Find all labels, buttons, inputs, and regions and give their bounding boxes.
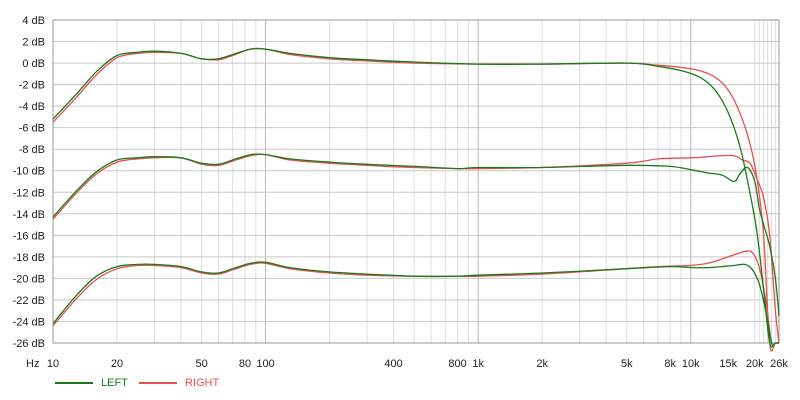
y-tick-label: -6 dB (19, 123, 45, 135)
y-tick-label: -26 dB (13, 338, 45, 350)
y-axis-tick-labels: 4 dB 2 dB 0 dB -2 dB -4 dB -6 dB -8 dB -10 dB -1… (13, 15, 45, 350)
y-tick-label: -16 dB (13, 230, 45, 242)
y-tick-label: -18 dB (13, 252, 45, 264)
y-tick-label: 0 dB (22, 58, 45, 70)
grid-minor (116, 20, 776, 343)
x-tick-label: 2k (536, 358, 548, 370)
y-tick-label: -4 dB (19, 101, 45, 113)
plot-frame (52, 19, 780, 344)
legend-item-right: RIGHT (139, 377, 219, 389)
y-tick-label: -24 dB (13, 316, 45, 328)
plot-border (52, 19, 780, 344)
x-tick-label: 1k (472, 358, 484, 370)
x-tick-label: 15k (719, 358, 737, 370)
series-line-left-0 (52, 47, 779, 348)
y-tick-label: 2 dB (22, 37, 45, 49)
y-tick-label: -2 dB (19, 80, 45, 92)
x-tick-label: 80 (239, 358, 251, 370)
legend-swatch-right (139, 382, 177, 384)
x-tick-label: 20 (111, 358, 123, 370)
x-tick-label: 100 (256, 358, 274, 370)
x-tick-label: 20k (746, 358, 764, 370)
x-tick-label: 8k (664, 358, 676, 370)
series-layer (52, 47, 780, 352)
legend-label-right: RIGHT (185, 377, 220, 389)
legend-item-left: LEFT (55, 377, 128, 389)
y-tick-label: -20 dB (13, 273, 45, 285)
x-tick-label: 400 (384, 358, 402, 370)
x-tick-label: 5k (621, 358, 633, 370)
x-tick-label: 800 (448, 358, 466, 370)
x-axis-unit-label: Hz (26, 358, 39, 370)
y-tick-label: 4 dB (22, 15, 45, 27)
series-line-right-0 (52, 47, 779, 352)
legend-label-left: LEFT (101, 377, 128, 389)
x-tick-label: 50 (195, 358, 207, 370)
series-line-left-1 (52, 153, 780, 317)
y-tick-label: -12 dB (13, 187, 45, 199)
x-tick-label: 10 (47, 358, 59, 370)
x-tick-label: 26k (770, 358, 788, 370)
series-line-left-2 (52, 261, 779, 347)
y-tick-label: -10 dB (13, 166, 45, 178)
x-axis-tick-labels: Hz 10 20 50 80 100 400 800 1k 2k 5k 8k 10k 15k 20k 26k (26, 358, 788, 370)
x-tick-label: 10k (682, 358, 700, 370)
y-tick-label: -8 dB (19, 144, 45, 156)
legend-swatch-left (55, 382, 93, 384)
y-tick-label: -22 dB (13, 295, 45, 307)
y-tick-label: -14 dB (13, 209, 45, 221)
